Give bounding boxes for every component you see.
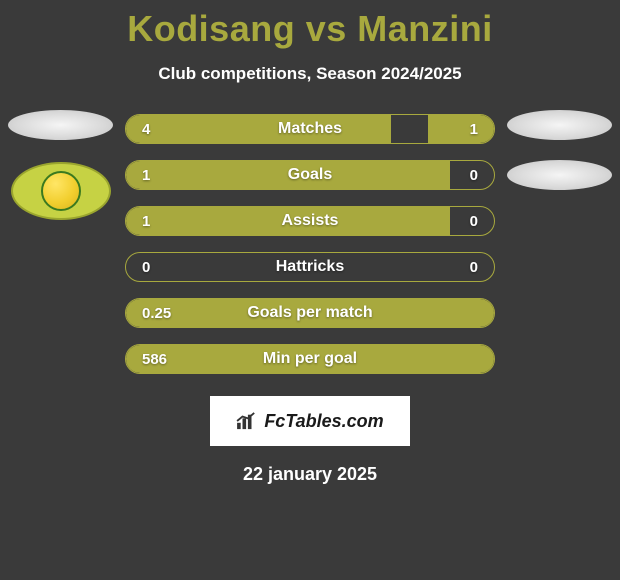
stat-label: Goals per match	[196, 304, 424, 322]
player2-avatar-placeholder	[507, 110, 612, 140]
stat-value-left: 0.25	[126, 305, 196, 322]
player2-name: Manzini	[357, 8, 493, 49]
stat-label: Goals	[196, 166, 424, 184]
stat-row: 586Min per goal	[125, 344, 495, 374]
watermark: FcTables.com	[210, 396, 410, 446]
stat-value-right: 0	[424, 167, 494, 184]
player2-club-placeholder	[507, 160, 612, 190]
crest-inner-icon	[41, 171, 81, 211]
stat-label: Hattricks	[196, 258, 424, 276]
watermark-chart-icon	[236, 412, 258, 430]
stat-row: 1Assists0	[125, 206, 495, 236]
stat-value-right: 1	[424, 121, 494, 138]
stats-chart: 4Matches11Goals01Assists00Hattricks00.25…	[125, 114, 495, 374]
stat-value-right: 0	[424, 213, 494, 230]
stat-row: 1Goals0	[125, 160, 495, 190]
player1-avatar-placeholder	[8, 110, 113, 140]
stat-value-left: 1	[126, 167, 196, 184]
watermark-text: FcTables.com	[264, 411, 383, 432]
stat-value-left: 1	[126, 213, 196, 230]
stat-value-left: 586	[126, 351, 196, 368]
vs-text: vs	[306, 8, 347, 49]
left-logo-stack	[8, 110, 113, 220]
stat-label: Min per goal	[196, 350, 424, 368]
page-title: Kodisang vs Manzini	[0, 0, 620, 50]
subtitle: Club competitions, Season 2024/2025	[0, 64, 620, 84]
stat-row: 4Matches1	[125, 114, 495, 144]
stat-label: Assists	[196, 212, 424, 230]
player1-name: Kodisang	[127, 8, 295, 49]
stat-label: Matches	[196, 120, 424, 138]
stat-value-left: 0	[126, 259, 196, 276]
right-logo-stack	[507, 110, 612, 220]
stat-row: 0.25Goals per match	[125, 298, 495, 328]
stat-value-right: 0	[424, 259, 494, 276]
club-crest-icon	[11, 162, 111, 220]
stat-value-left: 4	[126, 121, 196, 138]
stat-row: 0Hattricks0	[125, 252, 495, 282]
date-text: 22 january 2025	[0, 464, 620, 485]
